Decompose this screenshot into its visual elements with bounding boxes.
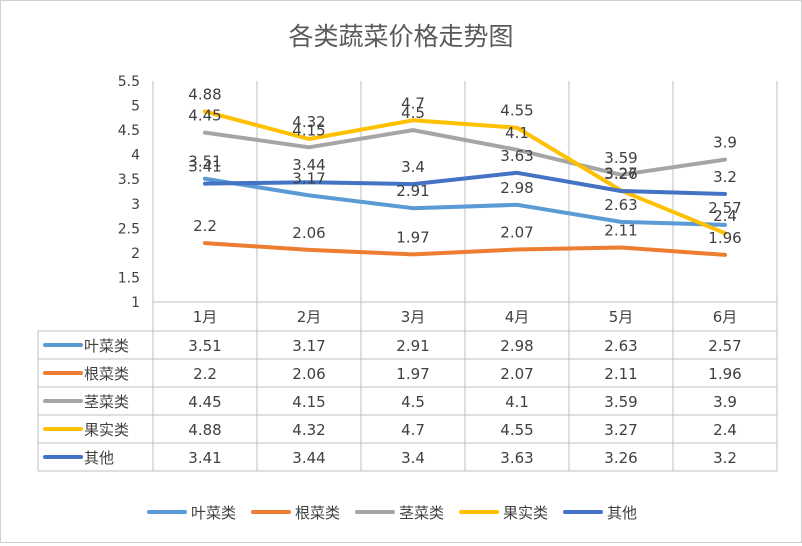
data-label: 3.44 [292,156,325,174]
data-label: 4.45 [188,107,221,125]
data-labels: 3.51 3.17 2.91 2.98 2.63 2.57 2.2 2.06 1.97 2.07 2… [188,85,741,246]
series-line [203,241,727,257]
table-cell-value: 4.5 [401,393,425,411]
table-cell-value: 3.27 [604,421,637,439]
series-line [203,170,727,196]
y-tick-label: 5.5 [118,74,140,90]
category-label: 6月 [713,308,738,326]
legend-label: 果实类 [503,504,548,522]
data-label: 2.06 [292,224,325,242]
data-label: 4.5 [401,104,425,122]
table-cell-value: 2.11 [604,365,637,383]
data-label: 1.96 [708,229,741,247]
data-label: 2.57 [708,199,741,217]
table-cell-value: 4.55 [500,421,533,439]
data-label: 4.32 [292,113,325,131]
y-axis: 1 1.5 2 2.5 3 3.5 4 4.5 5 5.5 [118,74,140,311]
table-cell-value: 3.44 [292,449,325,467]
data-label: 2.07 [500,223,533,241]
category-label: 3月 [401,308,426,326]
y-tick-label: 2.5 [118,221,140,237]
table-cell-value: 3.41 [188,449,221,467]
data-label: 1.97 [396,228,429,246]
table-cell-value: 2.63 [604,337,637,355]
data-label: 3.2 [713,168,737,186]
category-label: 1月 [193,308,218,326]
table-cell-value: 2.98 [500,337,533,355]
table-cell-value: 4.1 [505,393,529,411]
data-label: 4.7 [401,94,425,112]
legend-label: 其他 [607,504,637,522]
table-cell-value: 1.97 [396,365,429,383]
y-tick-label: 3.5 [118,172,140,188]
y-tick-label: 1 [131,295,140,311]
table-cell-value: 2.57 [708,337,741,355]
table-series-name: 茎菜类 [84,393,129,411]
table-cell-value: 3.2 [713,449,737,467]
category-label: 4月 [505,308,530,326]
table-series-name: 叶菜类 [84,337,129,355]
series-line [203,176,727,227]
table-cell-value: 2.06 [292,365,325,383]
table-cell-value: 3.9 [713,393,737,411]
table-cell-value: 1.96 [708,365,741,383]
series-line [203,128,727,177]
table-cell-value: 2.4 [713,421,737,439]
legend-label: 叶菜类 [191,504,236,522]
data-label: 3.4 [401,158,425,176]
y-tick-label: 1.5 [118,270,140,286]
table-cell-value: 3.59 [604,393,637,411]
table-cell-value: 2.07 [500,365,533,383]
data-label: 3.63 [500,147,533,165]
table-cell-value: 3.17 [292,337,325,355]
chart-title: 各类蔬菜价格走势图 [288,22,513,51]
category-label: 5月 [609,308,634,326]
table-cell-value: 4.15 [292,393,325,411]
data-label: 4.15 [292,121,325,139]
y-tick-label: 2 [131,246,140,262]
data-label: 2.63 [604,196,637,214]
series-line [203,109,727,236]
data-label: 3.27 [604,165,637,183]
data-label: 3.41 [188,158,221,176]
table-cell-value: 4.88 [188,421,221,439]
y-tick-label: 3 [131,197,140,213]
series-lines [203,109,727,257]
data-label: 3.59 [604,149,637,167]
table-cell-value: 2.2 [193,365,217,383]
data-label: 3.51 [188,153,221,171]
data-label: 4.1 [505,124,529,142]
data-label: 3.26 [604,165,637,183]
y-tick-label: 4 [131,148,140,164]
data-label: 2.11 [604,221,637,239]
legend: 叶菜类 根菜类 茎菜类 果实类 其他 [147,504,637,522]
category-label: 2月 [297,308,322,326]
table-cell-value: 4.7 [401,421,425,439]
table-series-name: 其他 [84,449,114,467]
legend-label: 茎菜类 [399,504,444,522]
table-cell-value: 3.51 [188,337,221,355]
table-cell-value: 4.45 [188,393,221,411]
data-label: 2.4 [713,207,737,225]
legend-label: 根菜类 [295,504,340,522]
data-label: 3.9 [713,134,737,152]
table-cell-value: 2.91 [396,337,429,355]
data-label: 2.91 [396,182,429,200]
y-tick-label: 5 [131,99,140,115]
table-cell-value: 4.32 [292,421,325,439]
data-label: 4.88 [188,85,221,103]
table-series-name: 根菜类 [84,365,129,383]
y-tick-label: 4.5 [118,123,140,139]
data-label: 2.2 [193,217,217,235]
table-cell-value: 3.4 [401,449,425,467]
data-label: 4.55 [500,102,533,120]
data-label: 2.98 [500,179,533,197]
data-label: 3.17 [292,169,325,187]
table-series-name: 果实类 [84,421,129,439]
table-cell-value: 3.26 [604,449,637,467]
table-cell-value: 3.63 [500,449,533,467]
